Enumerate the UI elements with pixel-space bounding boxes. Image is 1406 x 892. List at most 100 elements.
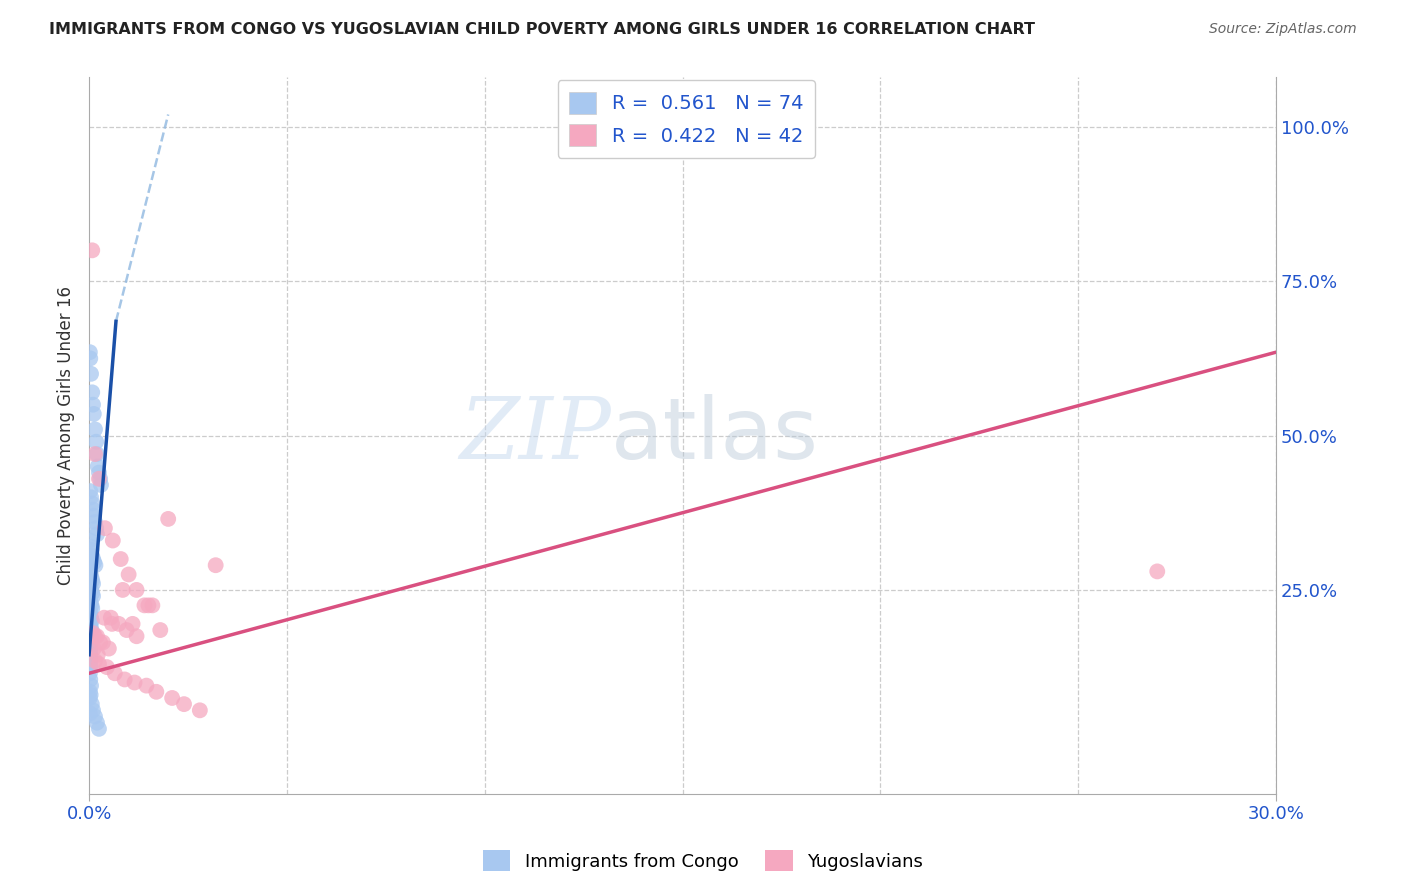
Point [79, 540, 101, 554]
Point [89, 472, 111, 486]
Point [79, 595, 101, 609]
Point [94, 521, 117, 535]
Point [79, 616, 101, 631]
Point [86, 629, 108, 643]
Point [82, 385, 104, 400]
Point [124, 675, 146, 690]
Point [114, 673, 136, 687]
Point [82, 601, 104, 615]
Point [79, 641, 101, 656]
Point [83, 407, 105, 421]
Point [87, 459, 110, 474]
Point [149, 623, 172, 637]
Point [79, 605, 101, 619]
Point [84, 654, 107, 668]
Point [173, 697, 195, 711]
Point [79, 654, 101, 668]
Point [87, 722, 110, 736]
Point [79, 629, 101, 643]
Point [83, 641, 105, 656]
Point [79, 660, 101, 674]
Point [1146, 565, 1168, 579]
Point [80, 610, 103, 624]
Point [87, 648, 110, 662]
Point [84, 422, 107, 436]
Point [79, 561, 101, 575]
Point [79, 650, 101, 665]
Point [79, 635, 101, 649]
Point [117, 567, 139, 582]
Point [80, 599, 103, 613]
Point [141, 599, 163, 613]
Legend: Immigrants from Congo, Yugoslavians: Immigrants from Congo, Yugoslavians [475, 843, 931, 879]
Point [111, 582, 134, 597]
Legend: R =  0.561   N = 74, R =  0.422   N = 42: R = 0.561 N = 74, R = 0.422 N = 42 [558, 80, 815, 158]
Point [104, 666, 127, 681]
Point [80, 697, 103, 711]
Point [101, 533, 124, 548]
Y-axis label: Child Poverty Among Girls Under 16: Child Poverty Among Girls Under 16 [58, 286, 75, 585]
Point [86, 527, 108, 541]
Point [82, 574, 104, 588]
Point [125, 629, 148, 643]
Point [79, 706, 101, 721]
Point [79, 607, 101, 622]
Point [82, 626, 104, 640]
Point [80, 623, 103, 637]
Point [87, 466, 110, 480]
Point [83, 508, 105, 523]
Point [84, 521, 107, 535]
Point [79, 552, 101, 566]
Point [82, 496, 104, 510]
Point [79, 639, 101, 653]
Point [82, 586, 104, 600]
Point [84, 709, 107, 723]
Point [86, 447, 108, 461]
Point [157, 512, 180, 526]
Point [82, 552, 104, 566]
Point [80, 679, 103, 693]
Point [84, 558, 107, 573]
Point [160, 690, 183, 705]
Point [79, 685, 101, 699]
Point [80, 367, 103, 381]
Point [135, 679, 157, 693]
Point [204, 558, 226, 573]
Point [188, 703, 211, 717]
Point [79, 645, 101, 659]
Point [79, 657, 101, 671]
Point [84, 515, 107, 529]
Point [93, 610, 115, 624]
Point [86, 715, 108, 730]
Point [83, 555, 105, 569]
Point [79, 592, 101, 607]
Point [79, 580, 101, 594]
Point [79, 666, 101, 681]
Point [79, 484, 101, 499]
Point [79, 690, 101, 705]
Point [80, 632, 103, 647]
Point [80, 491, 103, 505]
Point [110, 552, 132, 566]
Point [79, 688, 101, 702]
Point [82, 589, 104, 603]
Point [79, 533, 101, 548]
Point [84, 434, 107, 449]
Point [101, 616, 124, 631]
Point [125, 582, 148, 597]
Text: ZIP: ZIP [460, 394, 612, 477]
Point [79, 626, 101, 640]
Point [84, 447, 107, 461]
Point [90, 478, 112, 492]
Point [121, 616, 143, 631]
Point [107, 616, 129, 631]
Point [96, 660, 118, 674]
Point [79, 565, 101, 579]
Point [79, 620, 101, 634]
Point [84, 629, 107, 643]
Point [82, 398, 104, 412]
Point [87, 472, 110, 486]
Point [80, 542, 103, 557]
Point [87, 657, 110, 671]
Point [80, 570, 103, 584]
